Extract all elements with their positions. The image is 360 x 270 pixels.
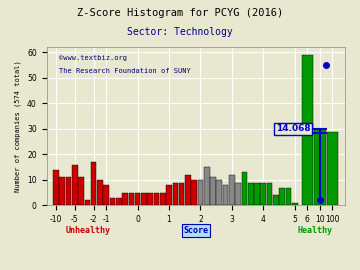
Bar [103,185,109,205]
Bar [135,193,140,205]
Text: 14.068: 14.068 [276,124,310,133]
Bar [179,183,184,205]
Text: Unhealthy: Unhealthy [66,226,111,235]
Bar [261,183,266,205]
Bar [292,203,298,205]
Bar [59,177,65,205]
Text: Score: Score [183,226,208,235]
Bar [97,180,103,205]
Bar [302,55,313,205]
Bar [314,129,325,205]
Bar [229,175,235,205]
Bar [198,180,203,205]
Bar [242,172,247,205]
Text: ©www.textbiz.org: ©www.textbiz.org [59,55,127,61]
Bar [204,167,210,205]
Text: Healthy: Healthy [298,226,333,235]
Bar [192,180,197,205]
Bar [129,193,134,205]
Bar [210,177,216,205]
Bar [160,193,166,205]
Text: Sector: Technology: Sector: Technology [127,27,233,37]
Bar [78,177,84,205]
Bar [66,177,71,205]
Bar [279,188,285,205]
Bar [327,131,338,205]
Text: The Research Foundation of SUNY: The Research Foundation of SUNY [59,68,191,74]
Y-axis label: Number of companies (574 total): Number of companies (574 total) [15,60,22,192]
Bar [172,183,178,205]
Bar [216,180,222,205]
Bar [122,193,128,205]
Bar [85,200,90,205]
Bar [248,183,253,205]
Bar [72,165,78,205]
Bar [154,193,159,205]
Bar [147,193,153,205]
Bar [166,185,172,205]
Bar [141,193,147,205]
Bar [116,198,122,205]
Bar [235,183,241,205]
Bar [223,185,229,205]
Bar [254,183,260,205]
Bar [273,195,279,205]
Bar [185,175,191,205]
Text: Z-Score Histogram for PCYG (2016): Z-Score Histogram for PCYG (2016) [77,8,283,18]
Bar [285,188,291,205]
Bar [110,198,115,205]
Bar [53,170,59,205]
Bar [267,183,273,205]
Bar [91,162,96,205]
